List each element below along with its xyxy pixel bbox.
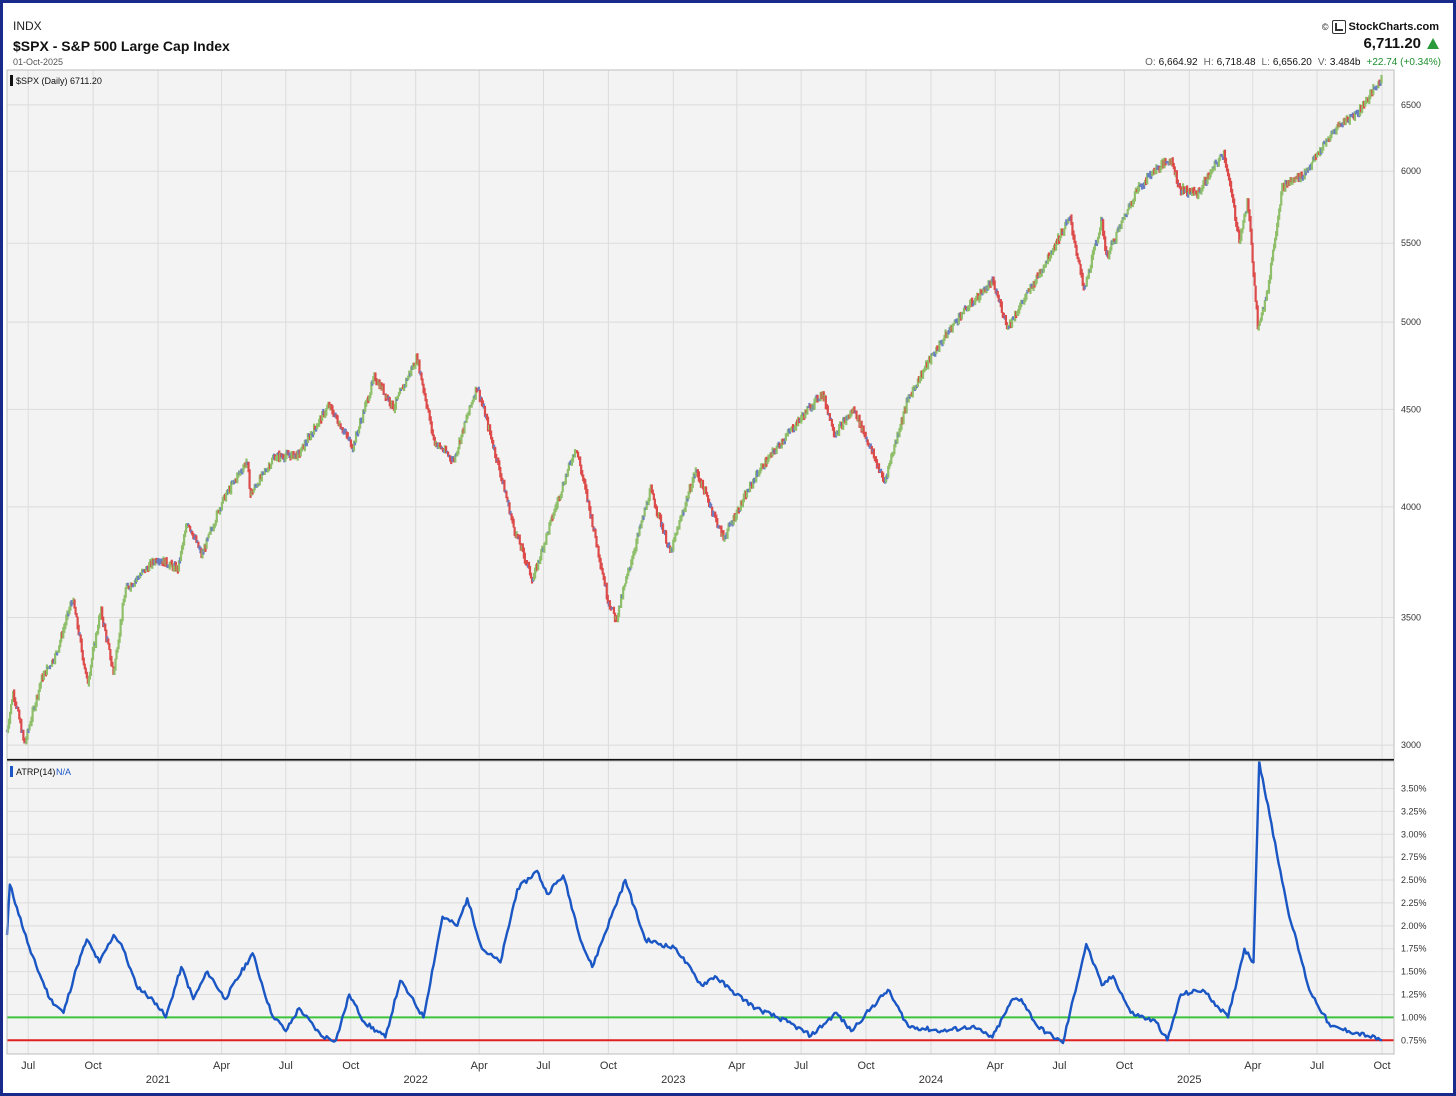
- atr-y-tick-label: 1.00%: [1401, 1012, 1427, 1022]
- change-value: +22.74 (+0.34%): [1366, 57, 1442, 68]
- atrp-series-line: [5, 759, 1383, 1045]
- x-month-label: Apr: [728, 1060, 745, 1072]
- x-month-label: Jul: [279, 1060, 293, 1072]
- chart-title: $SPX - S&P 500 Large Cap Index: [13, 38, 230, 54]
- price-y-tick-label: 5000: [1401, 317, 1421, 327]
- price-y-tick-label: 5500: [1401, 238, 1421, 248]
- atr-y-tick-label: 0.75%: [1401, 1035, 1427, 1045]
- atr-panel-border: [6, 760, 1395, 1055]
- x-month-label: Oct: [1116, 1060, 1133, 1072]
- x-month-label: Apr: [213, 1060, 230, 1072]
- price-y-tick-label: 6500: [1401, 100, 1421, 110]
- atr-y-tick-label: 2.75%: [1401, 852, 1427, 862]
- ohlc-readout: O: 6,664.92 H: 6,718.48 L: 6,656.20 V: 3.484…: [1145, 57, 1441, 68]
- logo-text: StockCharts.com: [1348, 21, 1439, 33]
- x-year-label: 2021: [146, 1074, 170, 1086]
- x-month-label: Oct: [600, 1060, 617, 1072]
- atr-y-tick-label: 1.50%: [1401, 967, 1427, 977]
- x-month-label: Oct: [1373, 1060, 1390, 1072]
- x-month-label: Jul: [536, 1060, 550, 1072]
- price-y-tick-label: 3000: [1401, 740, 1421, 750]
- last-price-value: 6,711.20: [1363, 35, 1421, 52]
- open-value: O: 6,664.92: [1145, 57, 1198, 68]
- atr-y-tick-label: 1.25%: [1401, 989, 1427, 999]
- x-month-label: Apr: [987, 1060, 1004, 1072]
- price-legend-label: $SPX (Daily) 6711.20: [16, 76, 102, 86]
- x-year-label: 2025: [1177, 1074, 1201, 1086]
- x-month-label: Oct: [342, 1060, 359, 1072]
- atr-y-tick-label: 1.75%: [1401, 944, 1427, 954]
- x-month-label: Jul: [1310, 1060, 1324, 1072]
- x-year-label: 2024: [919, 1074, 943, 1086]
- copyright-mark: ©: [1321, 22, 1329, 32]
- price-y-tick-label: 3500: [1401, 612, 1421, 622]
- atr-y-tick-label: 2.25%: [1401, 898, 1427, 908]
- up-arrow-icon: [1427, 38, 1439, 49]
- exchange-label: INDX: [13, 19, 42, 33]
- x-year-label: 2022: [403, 1074, 427, 1086]
- price-y-tick-label: 4500: [1401, 404, 1421, 414]
- x-month-label: Apr: [471, 1060, 488, 1072]
- volume-value: V: 3.484b: [1317, 57, 1361, 68]
- atr-panel-bg: [7, 761, 1394, 1054]
- x-year-label: 2023: [661, 1074, 685, 1086]
- atr-y-tick-label: 3.50%: [1401, 783, 1427, 793]
- x-month-label: Jul: [21, 1060, 35, 1072]
- price-y-tick-label: 6000: [1401, 166, 1421, 176]
- last-price: 6,711.20: [1363, 35, 1439, 52]
- low-value: L: 6,656.20: [1261, 57, 1312, 68]
- atr-y-tick-label: 2.50%: [1401, 875, 1427, 885]
- x-month-label: Jul: [794, 1060, 808, 1072]
- price-panel-bg: [7, 70, 1394, 759]
- atr-y-tick-label: 2.00%: [1401, 921, 1427, 931]
- logo-chart-icon: [1331, 20, 1346, 34]
- x-month-label: Apr: [1244, 1060, 1261, 1072]
- stockcharts-logo[interactable]: © StockCharts.com: [1322, 20, 1439, 34]
- chart-date: 01-Oct-2025: [13, 57, 64, 67]
- price-legend-swatch: [10, 75, 13, 86]
- price-y-tick-label: 4000: [1401, 502, 1421, 512]
- atr-legend-value: N/A: [56, 767, 71, 777]
- x-month-label: Oct: [85, 1060, 102, 1072]
- high-value: H: 6,718.48: [1203, 57, 1256, 68]
- atr-legend-label: ATRP(14): [16, 767, 55, 777]
- x-month-label: Jul: [1052, 1060, 1066, 1072]
- atr-legend-swatch: [10, 766, 13, 777]
- x-month-label: Oct: [857, 1060, 874, 1072]
- atr-y-tick-label: 3.00%: [1401, 829, 1427, 839]
- atr-y-tick-label: 3.25%: [1401, 806, 1427, 816]
